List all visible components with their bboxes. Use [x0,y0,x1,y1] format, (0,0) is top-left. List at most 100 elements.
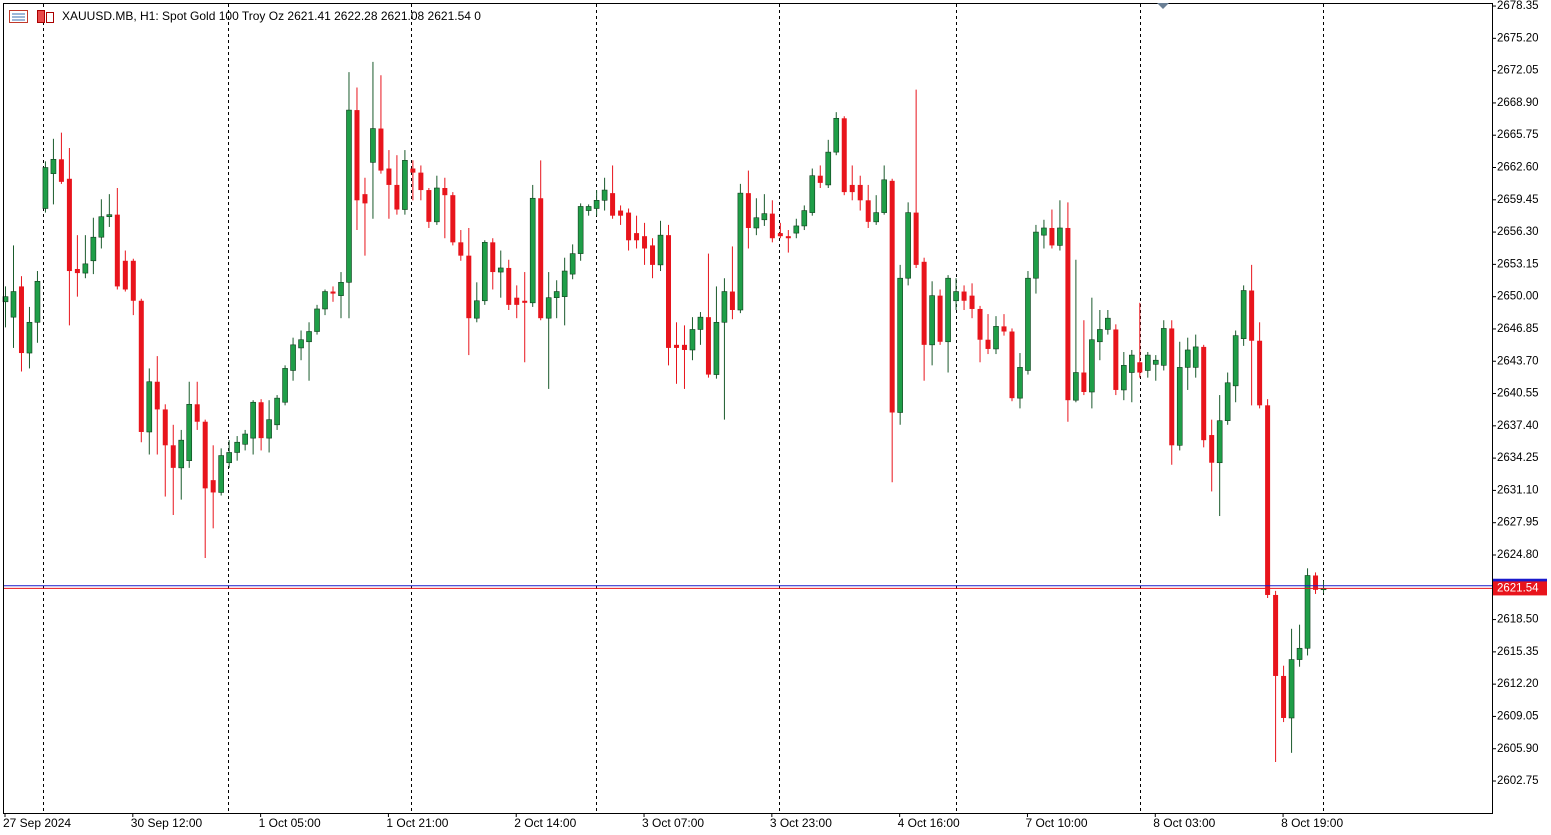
candle-body [993,326,999,350]
candle-body [1273,594,1279,676]
candle-body [298,339,304,349]
candle-body [881,179,887,213]
candle-body [490,242,496,273]
candle-body [1144,354,1151,371]
candles [2,61,1327,763]
y-tick-label: 2624.80 [1497,549,1539,561]
candle-body [418,172,424,191]
candle-body [1065,227,1071,401]
candle-body [865,200,871,222]
candle-body [466,255,472,319]
candle-body [713,321,720,375]
day-separators [43,4,1324,813]
candle-body [1152,359,1159,365]
icon-chart[interactable] [46,12,54,23]
candle-body [626,212,632,241]
candle-body [1169,328,1175,446]
candle-body [514,297,520,305]
candle-body [473,300,480,319]
candle-body [497,267,504,273]
y-tick-label: 2662.60 [1497,162,1539,174]
candle-body [833,117,840,153]
y-tick-label: 2627.95 [1497,517,1539,529]
candle-body [1057,227,1063,246]
candle-body [585,206,592,211]
candle-body [1281,675,1287,718]
candle-body [1209,435,1215,463]
candle-body [226,452,232,464]
candle-body [450,195,456,243]
candle-body [650,245,656,265]
candle-body [1001,326,1007,332]
candle-body [282,368,288,403]
candle-body [290,344,296,371]
candle-body [1073,372,1079,401]
candle-body [90,236,97,262]
x-tick-label: 8 Oct 03:00 [1153,816,1215,830]
candle-body [1113,329,1119,390]
candle-body [10,291,17,318]
candle-body [250,401,256,439]
candle-body [673,344,679,348]
candle-body [601,189,608,201]
candle-body [74,268,80,274]
x-tick-label: 30 Sep 12:00 [131,816,203,830]
candle-body [426,190,432,222]
candle-body [186,403,193,461]
candle-body [873,212,879,223]
candle-body [561,270,568,297]
candle-body [793,225,800,234]
candle-body [458,242,464,256]
candle-body [1081,372,1087,392]
candle-body [330,291,336,294]
candle-body [889,180,895,413]
candle-body [921,261,927,345]
candle-body [657,234,664,266]
candle-body [745,193,751,228]
bid-label: 2621.54 [1497,582,1539,594]
candle-body [1265,405,1271,595]
candle-body [610,193,616,216]
y-tick-label: 2653.15 [1497,258,1539,270]
candle-body [1176,367,1183,446]
x-tick-label: 4 Oct 16:00 [898,816,960,830]
candle-body [218,455,224,493]
candle-body [593,200,600,209]
bid-label-box [1493,581,1547,596]
candle-body [258,402,264,439]
x-tick-label: 27 Sep 2024 [3,816,71,830]
candle-body [154,381,160,410]
candle-body [1296,647,1303,660]
candle-body [202,421,208,489]
candle-body [729,291,735,310]
ask-marker [1493,578,1547,582]
candle-body [969,295,975,309]
candle-body [801,210,808,227]
candle-body [642,236,648,249]
x-tick-label: 8 Oct 19:00 [1281,816,1343,830]
candle-body [809,175,816,213]
candle-body [1184,349,1191,368]
candle-body [306,331,312,343]
x-tick-label: 7 Oct 10:00 [1025,816,1087,830]
candle-body [1313,575,1319,590]
plot-frame [3,3,1493,814]
y-tick-label: 2668.90 [1497,97,1539,109]
y-tick-label: 2609.05 [1497,710,1539,722]
scroll-marker[interactable] [1157,3,1169,9]
candle-body [1009,331,1015,399]
candle-body [553,291,560,298]
icon-chart[interactable] [37,10,45,23]
candle-body [34,280,41,323]
candle-body [58,159,64,182]
x-tick-label: 3 Oct 23:00 [770,816,832,830]
y-tick-label: 2631.10 [1497,484,1539,496]
candle-body [130,260,136,301]
candle-body [705,317,711,375]
candle-body [1105,317,1111,330]
candle-body [50,158,57,174]
y-tick-label: 2605.90 [1497,743,1539,755]
candle-body [26,321,33,354]
y-tick-label: 2618.50 [1497,614,1539,626]
candle-body [170,445,176,468]
